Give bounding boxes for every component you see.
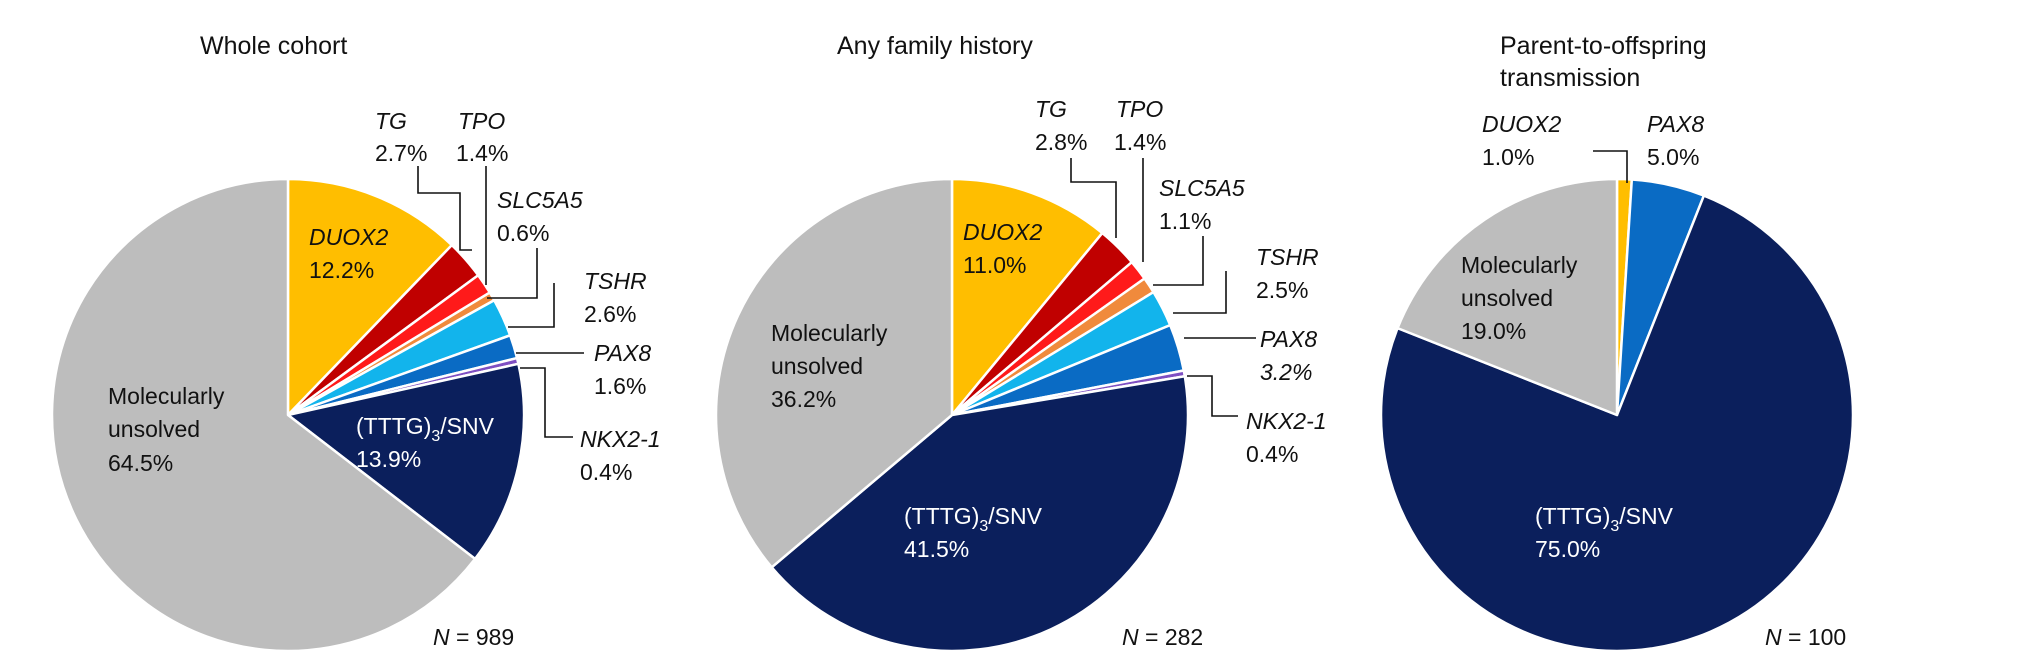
pie-title-any-family-history: Any family history <box>837 32 1033 60</box>
label-nkx21-pct: 0.4% <box>580 459 632 485</box>
pie-slice-unsolved <box>50 177 477 650</box>
label-tshr-pct: 2.5% <box>1256 277 1308 303</box>
pie-wedges-parent-to-offspring <box>1379 177 1855 650</box>
leader-nkx21 <box>520 367 573 438</box>
pie-whole-cohort: Whole cohort DUOX2 12.2% Molecularly uns… <box>50 32 661 650</box>
label-slc5a5-pct: 0.6% <box>497 220 549 246</box>
label-unsolved-line1: Molecularly <box>771 320 888 346</box>
pie-slice-unsolved <box>714 177 954 569</box>
label-tpo-name: TPO <box>1116 96 1163 122</box>
leader-duox2 <box>1593 150 1628 183</box>
label-duox2-pct: 11.0% <box>963 252 1027 278</box>
label-unsolved-line2: unsolved <box>108 416 200 442</box>
leader-nkx21 <box>1187 375 1238 417</box>
pie-any-family-history: Any family history DUOX2 11.0% Molecular… <box>714 32 1327 650</box>
pie-wedges-any-family-history <box>714 177 1190 650</box>
pie-slice-tttg <box>286 362 526 561</box>
n-count-parent-to-offspring: N = 100 <box>1765 624 1846 650</box>
label-unsolved-pct: 19.0% <box>1461 318 1526 344</box>
pie-wedges-whole-cohort <box>50 177 526 650</box>
pie-slice-tttg <box>770 375 1190 650</box>
label-nkx21-name: NKX2-1 <box>1246 408 1327 434</box>
label-duox2-name: DUOX2 <box>963 219 1042 245</box>
label-tg-name: TG <box>375 108 407 134</box>
label-duox2-pct: 1.0% <box>1482 144 1534 170</box>
label-tshr-name: TSHR <box>1256 244 1319 270</box>
label-pax8-pct: 5.0% <box>1647 144 1699 170</box>
label-unsolved-line2: unsolved <box>1461 285 1553 311</box>
label-nkx21-pct: 0.4% <box>1246 441 1298 467</box>
label-slc5a5-name: SLC5A5 <box>1159 175 1245 201</box>
label-pax8-pct: 1.6% <box>594 373 646 399</box>
label-pax8-name: PAX8 <box>1647 111 1704 137</box>
label-tttg-pct: 13.9% <box>356 446 421 472</box>
label-tg-name: TG <box>1035 96 1067 122</box>
pie-slice-tttg <box>1379 194 1855 650</box>
pie-parent-to-offspring: Parent-to-offspring transmission Molecul… <box>1379 32 1855 650</box>
label-tpo-pct: 1.4% <box>1114 129 1166 155</box>
label-slc5a5-name: SLC5A5 <box>497 187 583 213</box>
label-duox2-name: DUOX2 <box>309 224 388 250</box>
label-unsolved-line1: Molecularly <box>1461 252 1578 278</box>
label-tttg-pct: 75.0% <box>1535 536 1600 562</box>
label-pax8-pct: 3.2% <box>1260 359 1312 385</box>
label-tshr-pct: 2.6% <box>584 301 636 327</box>
pie-slice-unsolved <box>1396 177 1619 417</box>
label-tpo-pct: 1.4% <box>456 140 508 166</box>
leader-tg <box>417 166 472 251</box>
pie-title-parent-to-offspring-line2: transmission <box>1500 64 1640 92</box>
label-pax8-name: PAX8 <box>1260 326 1317 352</box>
pie-title-whole-cohort: Whole cohort <box>200 32 347 60</box>
leader-tshr <box>1173 271 1227 314</box>
label-tpo-name: TPO <box>458 108 505 134</box>
label-tg-pct: 2.7% <box>375 140 427 166</box>
leader-slc5a5 <box>1153 236 1204 286</box>
label-unsolved-line1: Molecularly <box>108 383 225 409</box>
label-duox2-pct: 12.2% <box>309 257 374 283</box>
label-slc5a5-pct: 1.1% <box>1159 208 1211 234</box>
label-tttg-pct: 41.5% <box>904 536 969 562</box>
label-unsolved-pct: 64.5% <box>108 450 173 476</box>
label-duox2-name: DUOX2 <box>1482 111 1561 137</box>
n-count-any-family-history: N = 282 <box>1122 624 1203 650</box>
label-nkx21-name: NKX2-1 <box>580 426 661 452</box>
n-count-whole-cohort: N = 989 <box>433 624 514 650</box>
label-tshr-name: TSHR <box>584 268 647 294</box>
label-unsolved-pct: 36.2% <box>771 386 836 412</box>
label-tg-pct: 2.8% <box>1035 129 1087 155</box>
label-unsolved-line2: unsolved <box>771 353 863 379</box>
leader-tg <box>1070 158 1117 238</box>
leader-tshr <box>508 283 555 328</box>
pie-slice-duox2 <box>950 177 1104 417</box>
pie-slice-duox2 <box>286 177 454 417</box>
label-pax8-name: PAX8 <box>594 340 651 366</box>
leader-slc5a5 <box>487 248 538 299</box>
pie-title-parent-to-offspring-line1: Parent-to-offspring <box>1500 32 1707 60</box>
